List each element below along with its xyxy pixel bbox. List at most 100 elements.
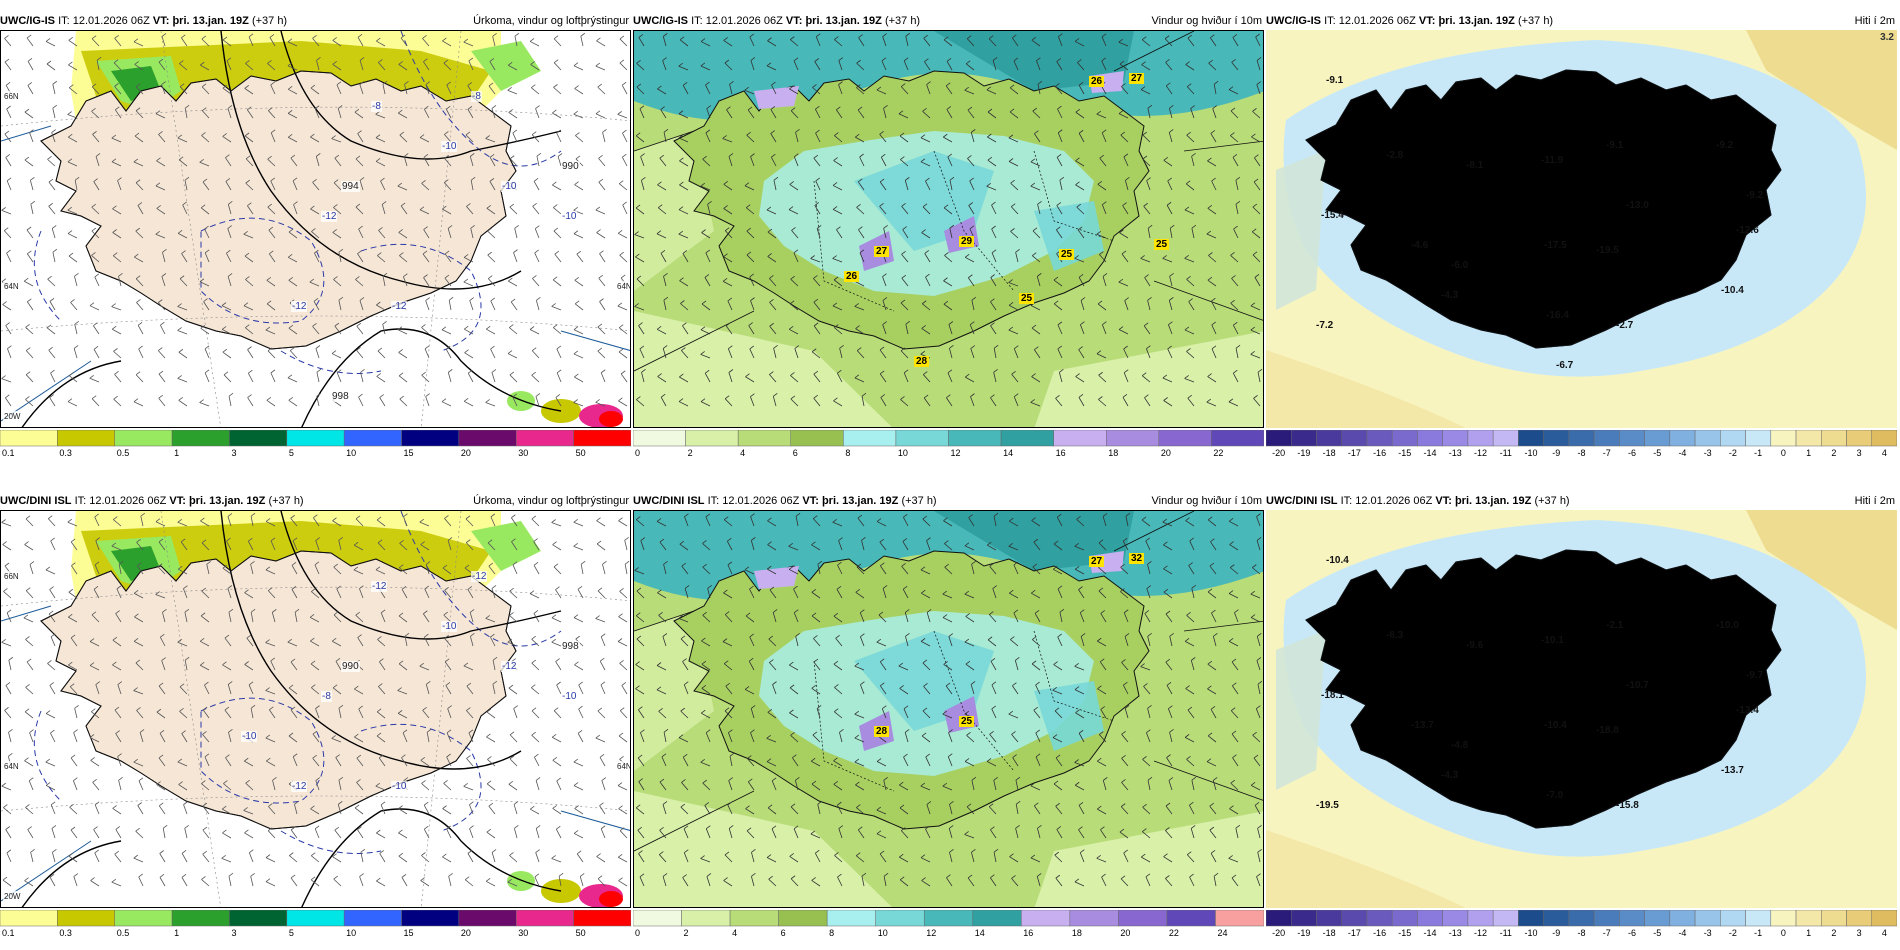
colorbar-segment <box>1745 910 1772 927</box>
colorbar-tick-label: 18 <box>1072 928 1082 938</box>
colorbar-segment <box>1266 430 1292 447</box>
temperature-contour-label: -12 <box>291 781 308 792</box>
colorbar-tick-label: 12 <box>951 448 961 458</box>
it-label: IT: <box>58 15 70 27</box>
colorbar-tick-label: -19 <box>1297 448 1310 458</box>
colorbar-tick-label: 0.5 <box>117 448 130 458</box>
temperature-value-label: -2.7 <box>1616 320 1634 331</box>
colorbar-segment <box>1821 430 1847 447</box>
model-name: UWC/DINI ISL <box>1266 495 1338 507</box>
colorbar-segment <box>1106 430 1160 447</box>
vt-label: VT: <box>169 495 186 507</box>
colorbar-segment <box>1391 430 1418 447</box>
colorbar-segment <box>1118 910 1168 927</box>
vt-label: VT: <box>785 15 803 27</box>
lead-time: (+37 h) <box>901 495 937 507</box>
it-value: 12.01.2026 06Z <box>1355 495 1433 507</box>
temperature-value-label: -6.7 <box>1556 360 1574 371</box>
temperature-contour-label: -10 <box>561 691 578 702</box>
vt-label: VT: <box>1418 15 1436 27</box>
colorbar-segment <box>1158 430 1212 447</box>
colorbar-tick-label: 14 <box>975 928 985 938</box>
colorbar-segment <box>516 910 574 927</box>
colorbar-segment <box>1871 910 1897 927</box>
it-label: IT: <box>74 495 87 507</box>
colorbar-tick-label: 20 <box>461 928 471 938</box>
it-label: IT: <box>1324 15 1336 27</box>
colorbar-segment <box>573 910 631 927</box>
grid-coordinate-label: 66N <box>3 571 20 582</box>
temperature-contour-label: -12 <box>291 301 308 312</box>
temperature-contour-label: -10 <box>501 181 518 192</box>
colorbar-segment <box>1543 430 1570 447</box>
colorbar-segment <box>685 430 739 447</box>
colorbar-tick-label: 2 <box>1831 928 1836 938</box>
precip-panel-top: UWC/IG-IS IT: 12.01.2026 06Z VT: þri. 13… <box>0 12 631 478</box>
temperature-value-label: -9.1 <box>1326 75 1344 86</box>
colorbar-segment <box>1720 910 1746 927</box>
wind-colorbar: 0 2 4 6 8 10 12 14 16 18 20 22 <box>633 430 1264 464</box>
colorbar-segment <box>875 910 925 927</box>
precip-colorbar: 0.1 0.3 0.5 1 3 5 10 15 20 30 50 <box>0 910 631 944</box>
colorbar-tick-label: 0.1 <box>2 928 15 938</box>
colorbar-segment <box>1467 910 1494 927</box>
temperature-value-label: -4.3 <box>1441 770 1459 781</box>
temperature-contour-label: -8 <box>321 691 332 702</box>
colorbar-segment <box>1543 910 1570 927</box>
colorbar-segment <box>1821 910 1847 927</box>
colorbar-tick-label: -4 <box>1678 448 1686 458</box>
panel-header: UWC/DINI ISL IT: 12.01.2026 06Z VT: þri.… <box>1266 492 1897 510</box>
colorbar-segment <box>633 910 682 927</box>
colorbar-segment <box>1669 430 1696 447</box>
colorbar-tick-label: 16 <box>1023 928 1033 938</box>
colorbar-tick-label: -16 <box>1373 928 1386 938</box>
temperature-value-label: -11.9 <box>1541 155 1564 166</box>
gust-max-label: 29 <box>959 236 975 247</box>
temperature-contour-label: -12 <box>371 581 388 592</box>
precip-map: 990 998 -12 -10 -8 -12 -12 -10 -12 -10 -10 66N 64N 64… <box>0 510 631 908</box>
colorbar-tick-label: 3 <box>1857 928 1862 938</box>
colorbar-tick-label: 4 <box>740 448 745 458</box>
colorbar-segment <box>1000 430 1054 447</box>
colorbar-segment <box>1795 430 1822 447</box>
temperature-value-label: -19.5 <box>1316 800 1339 811</box>
temp-map: -9.1 -2.8 -8.1 -11.9 -9.1 -9.2 -13.0 -9.2 -15.4 -… <box>1266 30 1897 428</box>
temperature-value-label: -13.7 <box>1721 765 1744 776</box>
colorbar-tick-label: 2 <box>684 928 689 938</box>
colorbar-tick-label: 3 <box>1857 448 1862 458</box>
colorbar-tick-label: 0.5 <box>117 928 130 938</box>
wind-map: 27 32 28 25 <box>633 510 1264 908</box>
colorbar-segment <box>1215 910 1264 927</box>
colorbar-segment <box>1518 910 1544 927</box>
temp-panel-bottom: UWC/DINI ISL IT: 12.01.2026 06Z VT: þri.… <box>1266 492 1897 950</box>
colorbar-segment <box>1694 910 1721 927</box>
colorbar-segment <box>343 430 402 447</box>
lead-time: (+37 h) <box>884 15 921 27</box>
colorbar-segment <box>171 910 230 927</box>
panel-header: UWC/DINI ISL IT: 12.01.2026 06Z VT: þri.… <box>0 492 631 510</box>
colorbar-segment <box>1442 430 1469 447</box>
colorbar-segment <box>1391 910 1418 927</box>
temperature-value-label: -10.7 <box>1626 680 1649 691</box>
temperature-value-label: -8.1 <box>1466 160 1484 171</box>
vt-label: VT: <box>152 15 170 27</box>
colorbar-tick-label: -11 <box>1500 928 1512 938</box>
gust-max-label: 28 <box>874 726 890 737</box>
isobar-label: 990 <box>561 161 580 172</box>
colorbar-segment <box>573 430 631 447</box>
colorbar-segment <box>57 430 115 447</box>
colorbar-tick-label: 8 <box>845 448 850 458</box>
colorbar-tick-label: -15 <box>1398 448 1411 458</box>
colorbar-segment <box>790 430 844 447</box>
colorbar-tick-label: 4 <box>1882 448 1887 458</box>
colorbar-segment <box>1492 430 1519 447</box>
colorbar-segment <box>1021 910 1071 927</box>
colorbar-tick-label: -17 <box>1348 928 1361 938</box>
colorbar-tick-label: 1 <box>1806 448 1811 458</box>
precip-panel-bottom: UWC/DINI ISL IT: 12.01.2026 06Z VT: þri.… <box>0 492 631 950</box>
colorbar-tick-label: 15 <box>404 928 414 938</box>
vt-value: þri. 13.jan. 19Z <box>1454 495 1532 507</box>
it-label: IT: <box>707 495 720 507</box>
colorbar-segment <box>286 430 345 447</box>
temperature-value-label: -13.0 <box>1626 200 1649 211</box>
